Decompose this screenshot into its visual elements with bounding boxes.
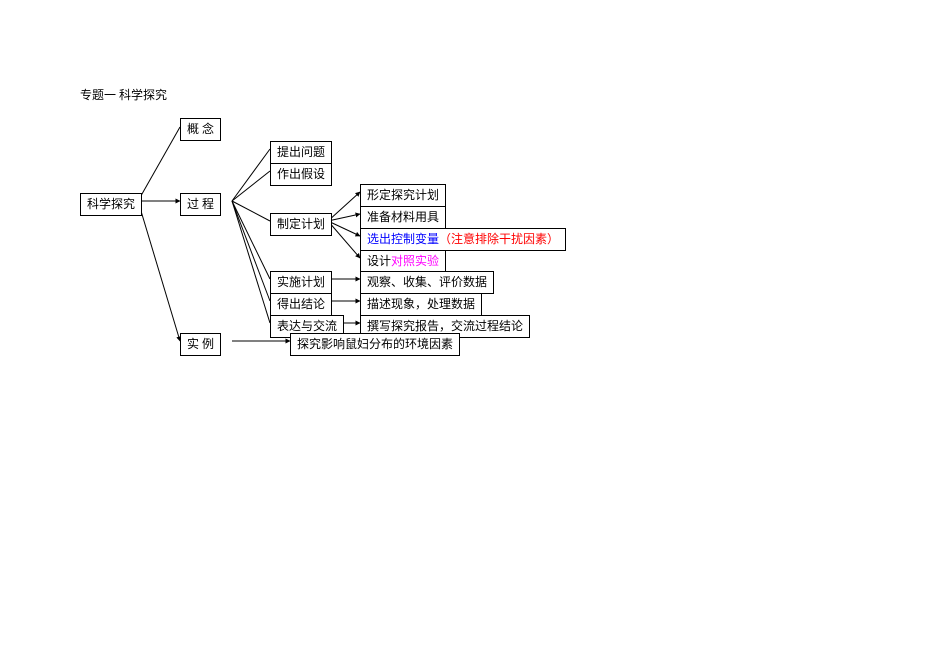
node-d3: 选出控制变量（注意排除干扰因素） — [360, 228, 566, 251]
edge-process-p1 — [232, 149, 270, 201]
node-d1: 形定探究计划 — [360, 184, 446, 207]
edge-root-example — [138, 201, 180, 341]
edge-process-p5 — [232, 201, 270, 301]
edge-process-p3 — [232, 201, 270, 221]
node-concept: 概 念 — [180, 118, 221, 141]
edge-p3-d4 — [328, 221, 360, 258]
node-r4: 观察、收集、评价数据 — [360, 271, 494, 294]
node-text-part: 设计 — [367, 254, 391, 268]
edge-p3-d3 — [328, 221, 360, 236]
node-p1: 提出问题 — [270, 141, 332, 164]
node-p5: 得出结论 — [270, 293, 332, 316]
node-d2: 准备材料用具 — [360, 206, 446, 229]
node-p4: 实施计划 — [270, 271, 332, 294]
node-text-part: （注意排除干扰因素） — [439, 232, 559, 246]
node-root: 科学探究 — [80, 193, 142, 216]
node-r5: 描述现象，处理数据 — [360, 293, 482, 316]
node-d4: 设计对照实验 — [360, 250, 446, 273]
node-text-part: 选出控制变量 — [367, 232, 439, 246]
edge-p3-d1 — [328, 192, 360, 221]
edge-process-p6 — [232, 201, 270, 323]
edge-process-p2 — [232, 171, 270, 201]
node-p3: 制定计划 — [270, 213, 332, 236]
node-process: 过 程 — [180, 193, 221, 216]
node-text-part: 对照实验 — [391, 254, 439, 268]
edge-process-p4 — [232, 201, 270, 279]
node-p2: 作出假设 — [270, 163, 332, 186]
node-example: 实 例 — [180, 333, 221, 356]
node-ex1: 探究影响鼠妇分布的环境因素 — [290, 333, 460, 356]
edge-p3-d2 — [328, 214, 360, 221]
page-title: 专题一 科学探究 — [80, 86, 167, 103]
edge-root-concept — [138, 127, 180, 201]
